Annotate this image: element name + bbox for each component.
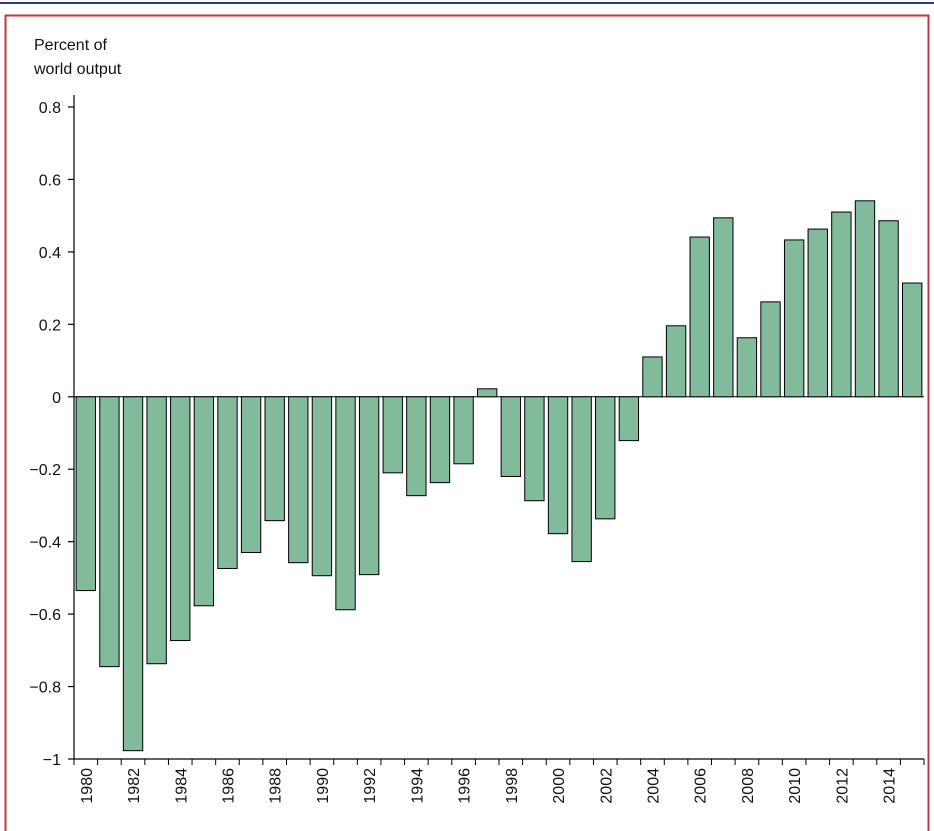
bar — [831, 211, 852, 398]
bar — [358, 396, 380, 576]
y-axis-label: world output — [33, 61, 122, 78]
bar — [689, 236, 710, 398]
bar — [618, 396, 640, 442]
bar — [642, 356, 663, 398]
bar — [878, 220, 899, 398]
bar — [193, 396, 215, 607]
y-tick-label: 0.2 — [39, 317, 61, 334]
bar — [736, 337, 758, 398]
bar — [99, 396, 120, 668]
bar — [122, 396, 144, 752]
bar — [288, 396, 309, 564]
y-axis-label: Percent of — [34, 37, 107, 54]
bar — [760, 301, 781, 398]
bar — [807, 228, 828, 398]
bar — [854, 200, 876, 398]
x-tick-label: 2010 — [787, 768, 804, 804]
y-tick-label: −0.4 — [29, 535, 61, 552]
x-tick-label: 1994 — [409, 768, 426, 804]
bar — [783, 239, 805, 398]
bar — [453, 396, 474, 465]
y-tick-label: −0.6 — [29, 607, 61, 624]
x-tick-label: 1980 — [79, 768, 96, 804]
bar — [713, 217, 734, 398]
x-tick-label: 1996 — [457, 768, 474, 804]
y-tick-label: −0.2 — [29, 462, 61, 479]
bar — [264, 396, 285, 522]
bar — [500, 396, 521, 477]
x-tick-label: 1982 — [126, 768, 143, 804]
bar — [595, 396, 616, 520]
bar — [902, 282, 923, 398]
bar — [217, 396, 238, 569]
bar — [547, 396, 569, 535]
x-tick-label: 2004 — [645, 768, 662, 804]
y-tick-label: −1 — [43, 752, 61, 769]
x-tick-label: 1984 — [173, 768, 190, 804]
x-tick-label: 2002 — [598, 768, 615, 804]
bar — [524, 396, 545, 502]
x-tick-label: 1988 — [268, 768, 285, 804]
y-tick-label: −0.8 — [29, 680, 61, 697]
bar — [75, 396, 96, 592]
y-tick-label: 0 — [52, 390, 61, 407]
x-tick-label: 2000 — [551, 768, 568, 804]
bar — [406, 396, 427, 497]
y-tick-label: 0.6 — [39, 172, 61, 189]
bar — [311, 396, 333, 577]
frame — [4, 14, 930, 831]
x-tick-label: 1992 — [362, 768, 379, 804]
bar — [335, 396, 356, 611]
bar — [665, 325, 687, 398]
bar — [571, 396, 592, 563]
y-tick-label: 0.4 — [39, 245, 61, 262]
x-tick-label: 2012 — [834, 768, 851, 804]
x-tick-label: 2014 — [882, 768, 899, 804]
x-tick-label: 1998 — [504, 768, 521, 804]
x-tick-label: 2006 — [693, 768, 710, 804]
x-tick-label: 2008 — [740, 768, 757, 804]
bar — [146, 396, 167, 665]
bar — [240, 396, 262, 554]
x-tick-label: 1990 — [315, 768, 332, 804]
bar — [170, 396, 191, 642]
bar — [477, 388, 498, 398]
x-tick-label: 1986 — [220, 768, 237, 804]
bar — [429, 396, 451, 484]
y-tick-label: 0.8 — [39, 100, 61, 117]
bar — [382, 396, 403, 474]
